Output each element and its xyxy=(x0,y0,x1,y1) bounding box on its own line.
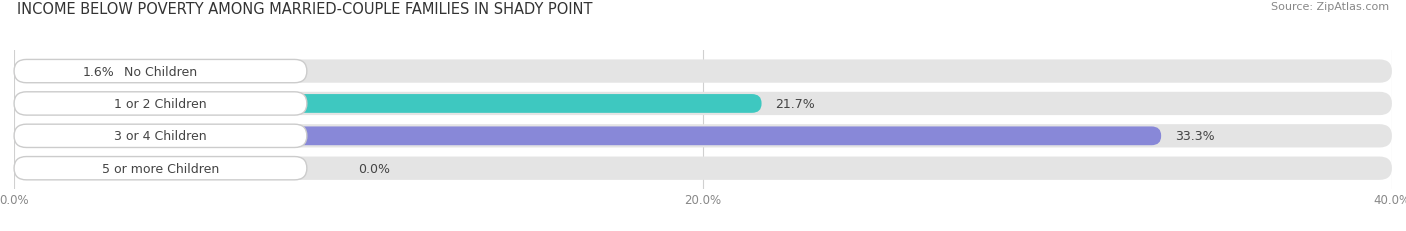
FancyBboxPatch shape xyxy=(14,95,762,113)
Text: No Children: No Children xyxy=(124,65,197,78)
FancyBboxPatch shape xyxy=(14,127,1161,146)
Text: 1.6%: 1.6% xyxy=(83,65,115,78)
Text: 21.7%: 21.7% xyxy=(775,97,815,110)
FancyBboxPatch shape xyxy=(14,62,76,81)
Text: 3 or 4 Children: 3 or 4 Children xyxy=(114,130,207,143)
FancyBboxPatch shape xyxy=(14,60,1392,83)
FancyBboxPatch shape xyxy=(14,60,307,83)
FancyBboxPatch shape xyxy=(14,92,307,116)
FancyBboxPatch shape xyxy=(14,159,76,178)
Text: 5 or more Children: 5 or more Children xyxy=(101,162,219,175)
FancyBboxPatch shape xyxy=(14,157,1392,180)
FancyBboxPatch shape xyxy=(14,157,307,180)
Text: 33.3%: 33.3% xyxy=(1175,130,1215,143)
FancyBboxPatch shape xyxy=(14,125,307,148)
Text: INCOME BELOW POVERTY AMONG MARRIED-COUPLE FAMILIES IN SHADY POINT: INCOME BELOW POVERTY AMONG MARRIED-COUPL… xyxy=(17,2,592,17)
FancyBboxPatch shape xyxy=(14,125,1392,148)
Text: Source: ZipAtlas.com: Source: ZipAtlas.com xyxy=(1271,2,1389,12)
Text: 0.0%: 0.0% xyxy=(359,162,391,175)
Text: 1 or 2 Children: 1 or 2 Children xyxy=(114,97,207,110)
FancyBboxPatch shape xyxy=(14,92,1392,116)
